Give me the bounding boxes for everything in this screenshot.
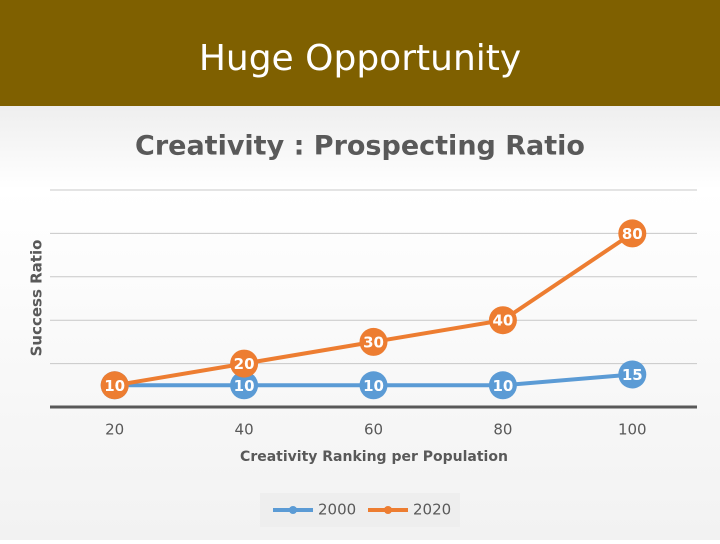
- chart-title: Creativity : Prospecting Ratio: [135, 131, 585, 162]
- x-tick-label: 20: [105, 421, 124, 439]
- data-point: [230, 371, 259, 400]
- data-point: [488, 371, 517, 400]
- data-point: [488, 306, 517, 335]
- legend-marker: [384, 506, 392, 514]
- slide-title: Huge Opportunity: [199, 38, 521, 79]
- data-label: 10: [492, 377, 513, 395]
- data-point: [618, 219, 647, 248]
- legend-label: 2020: [413, 501, 451, 519]
- data-point: [359, 371, 388, 400]
- data-point: [618, 360, 647, 389]
- y-axis-label: Success Ratio: [28, 240, 46, 357]
- data-label: 10: [363, 377, 384, 395]
- x-tick-label: 60: [364, 421, 383, 439]
- data-label: 20: [234, 355, 255, 373]
- data-label: 10: [104, 377, 125, 395]
- data-label: 30: [363, 333, 384, 351]
- data-label: 15: [622, 366, 643, 384]
- header-bar: [0, 0, 720, 106]
- data-point: [100, 371, 129, 400]
- data-point: [359, 327, 388, 356]
- x-axis-label: Creativity Ranking per Population: [240, 449, 508, 465]
- legend-marker: [289, 506, 297, 514]
- data-label: 10: [234, 377, 255, 395]
- data-label: 40: [492, 312, 513, 330]
- x-tick-label: 40: [235, 421, 254, 439]
- x-tick-label: 100: [618, 421, 647, 439]
- legend-label: 2000: [318, 501, 356, 519]
- data-point: [230, 349, 259, 378]
- data-label: 80: [622, 225, 643, 243]
- x-tick-label: 80: [493, 421, 512, 439]
